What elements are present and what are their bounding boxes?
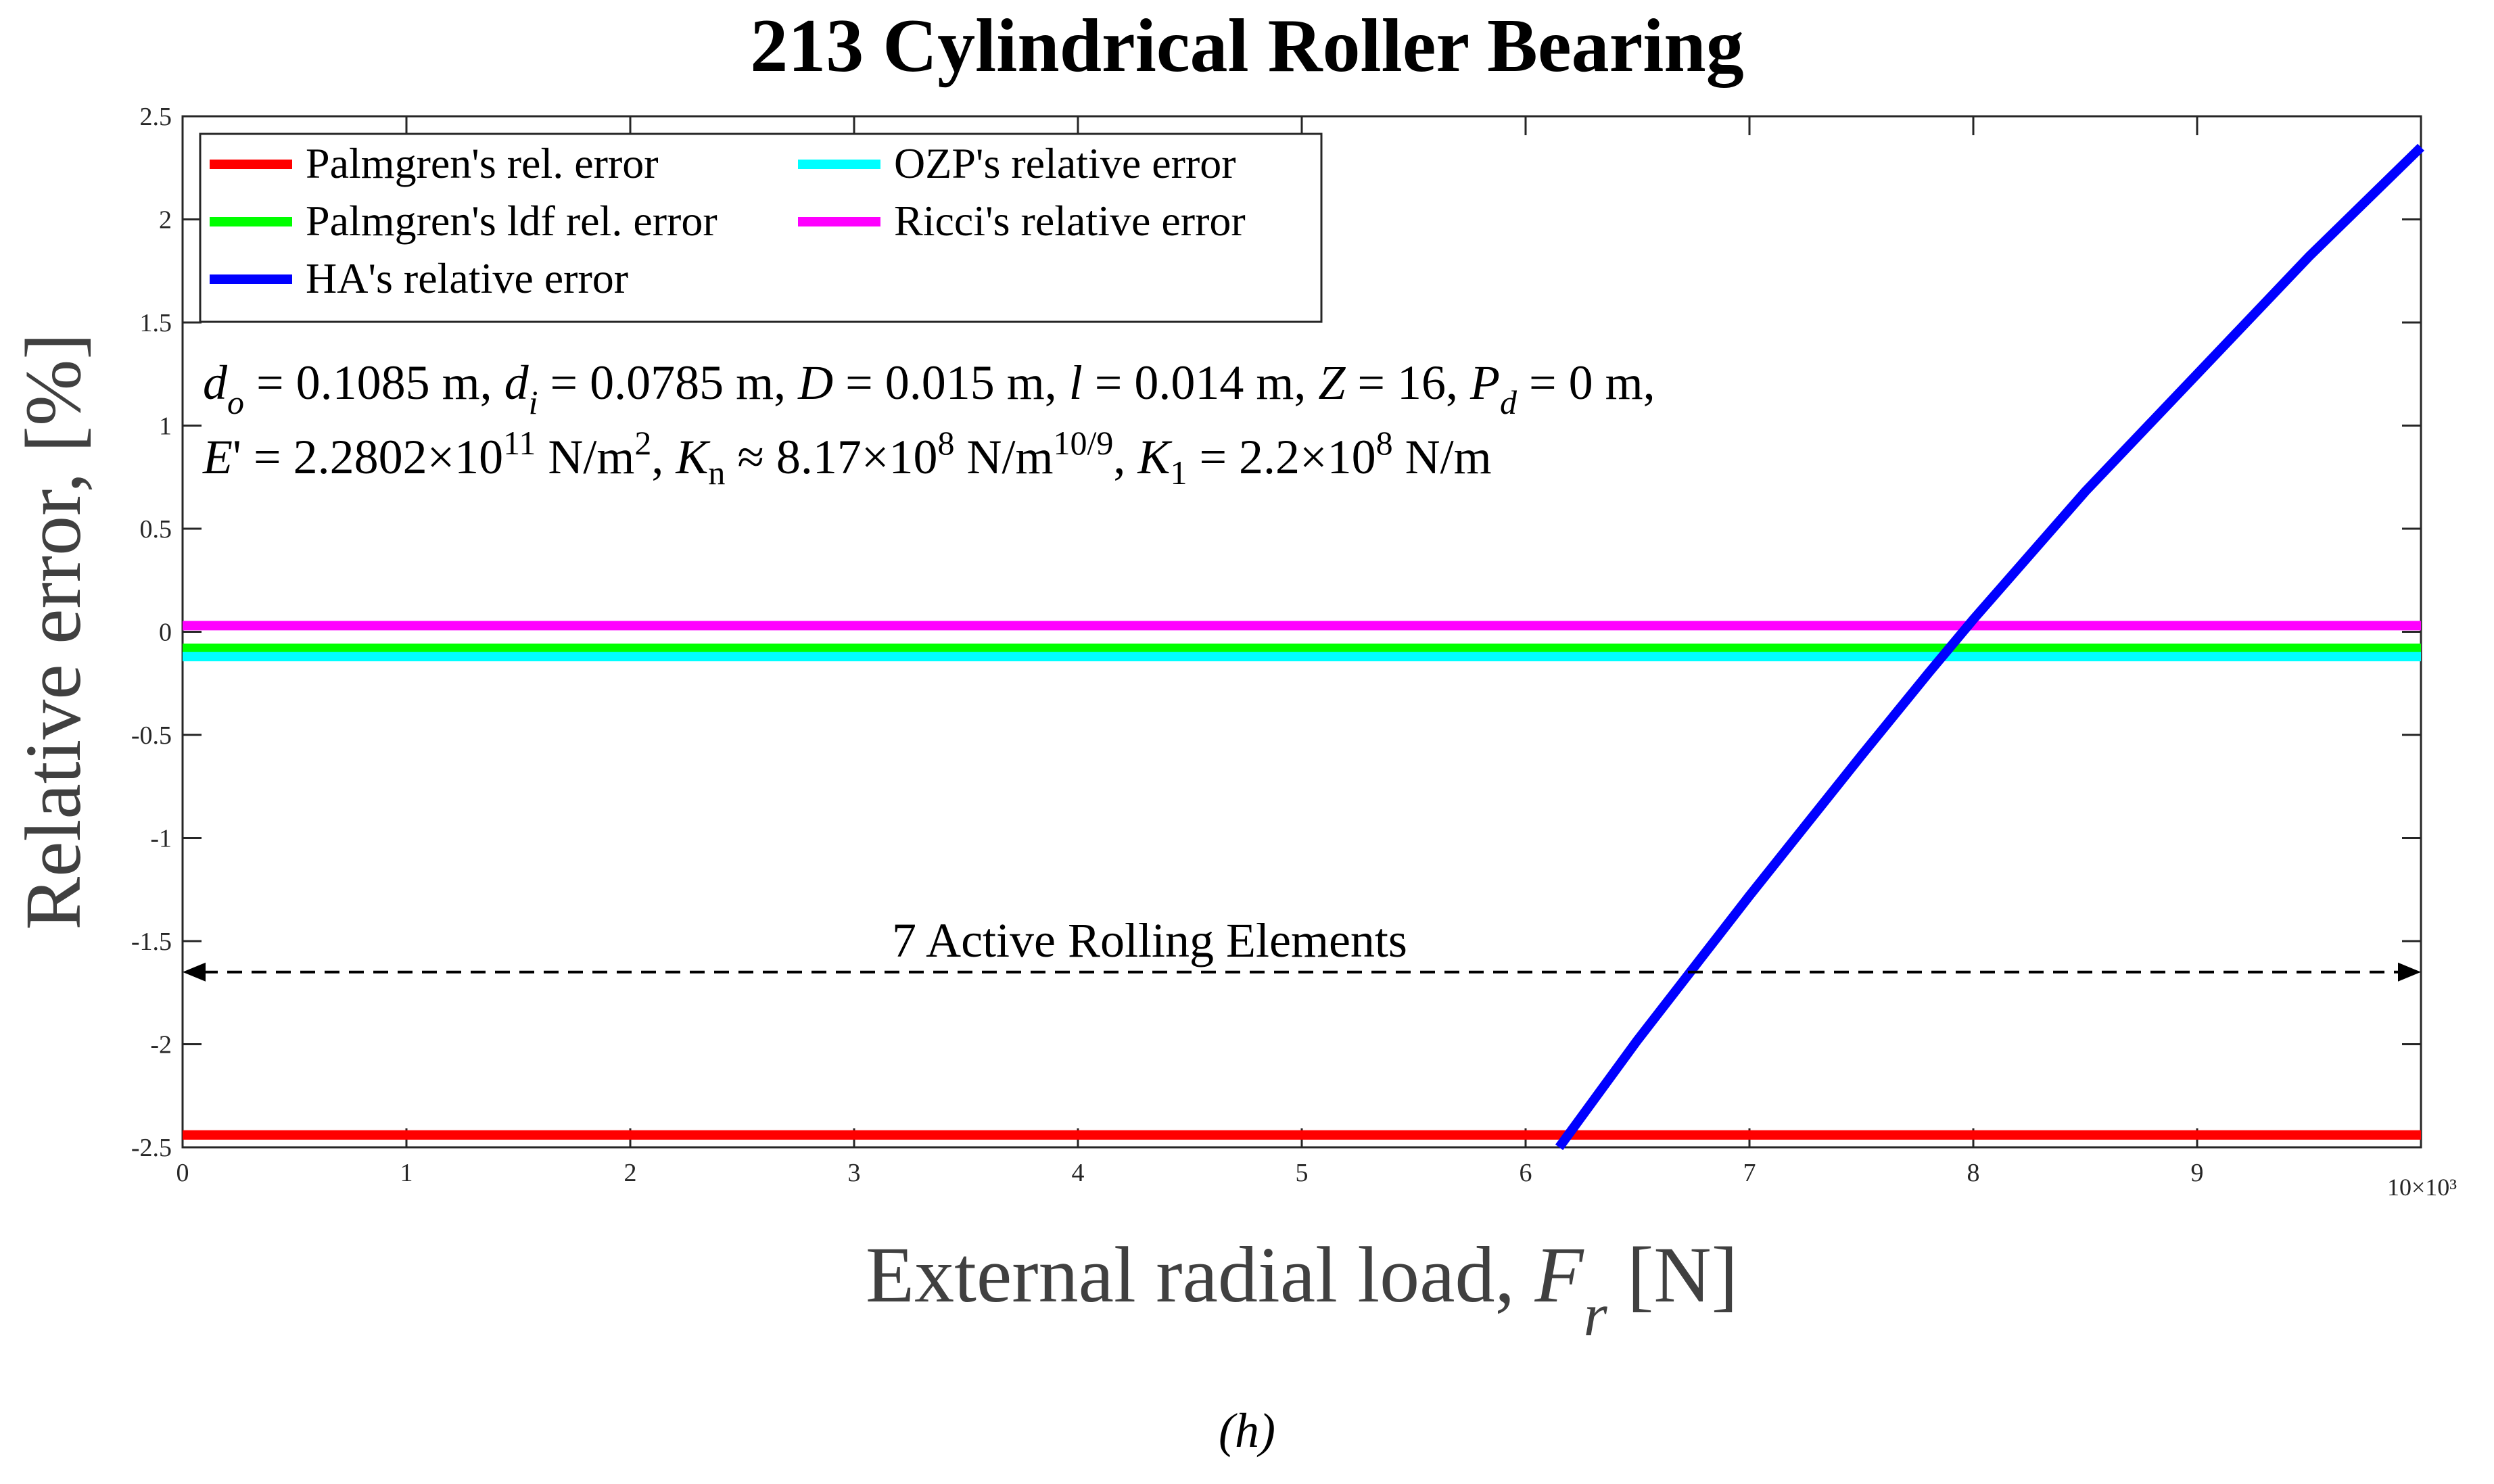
arrowhead-left xyxy=(183,962,206,982)
y-tick-label: -2 xyxy=(150,1031,172,1059)
y-tick-label: 1 xyxy=(159,412,172,441)
legend: Palmgren's rel. error Palmgren's ldf rel.… xyxy=(199,133,1323,323)
active-elements-label: 7 Active Rolling Elements xyxy=(892,913,1407,967)
y-tick-label: -0.5 xyxy=(131,721,172,750)
params-line-2: E' = 2.2802×1011 N/m2, Kn ≈ 8.17×108 N/m… xyxy=(202,424,1492,492)
series-line-2 xyxy=(1555,143,2424,1151)
y-tick-label: -2.5 xyxy=(131,1134,172,1162)
legend-label-0: Palmgren's rel. error xyxy=(306,139,659,187)
x-tick-label: 0 xyxy=(177,1159,189,1187)
y-tick-label: 1.5 xyxy=(140,309,172,337)
y-tick-label: 0 xyxy=(159,619,172,647)
series-lines xyxy=(183,143,2424,1151)
x-tick-label: 8 xyxy=(1967,1159,1980,1187)
y-axis-ticks: -2.5 -2 -1.5 -1 -0.5 0 0.5 1 1.5 2 2.5 xyxy=(131,103,2421,1162)
x-tick-label: 7 xyxy=(1743,1159,1756,1187)
legend-label-1: Palmgren's ldf rel. error xyxy=(306,197,717,245)
x-tick-label: 4 xyxy=(1072,1159,1085,1187)
legend-label-3: OZP's relative error xyxy=(894,139,1236,187)
y-tick-label: 0.5 xyxy=(140,515,172,544)
y-tick-label: 2 xyxy=(159,206,172,235)
legend-box xyxy=(199,133,1323,323)
x-axis-label: External radial load, Fr [N] xyxy=(866,1230,1738,1349)
x-tick-label: 9 xyxy=(2191,1159,2204,1187)
arrowhead-right xyxy=(2398,962,2421,982)
x-tick-label: 6 xyxy=(1520,1159,1532,1187)
x-axis-exponent-label: 10×10³ xyxy=(2387,1174,2457,1201)
params-line-1: do = 0.1085 m, di = 0.0785 m, D = 0.015 … xyxy=(203,356,1655,421)
legend-label-2: HA's relative error xyxy=(306,254,628,302)
x-tick-label: 5 xyxy=(1296,1159,1309,1187)
y-tick-label: -1 xyxy=(150,825,172,853)
y-tick-label: 2.5 xyxy=(140,103,172,131)
x-tick-label: 2 xyxy=(624,1159,637,1187)
chart-title: 213 Cylindrical Roller Bearing xyxy=(750,4,1743,88)
x-tick-label: 3 xyxy=(848,1159,861,1187)
legend-label-4: Ricci's relative error xyxy=(894,197,1246,245)
panel-label: (h) xyxy=(1219,1404,1275,1458)
active-elements-annotation: 7 Active Rolling Elements xyxy=(183,913,2421,982)
y-tick-label: -1.5 xyxy=(131,928,172,956)
y-axis-label: Relative error, [%] xyxy=(9,333,97,930)
x-tick-label: 1 xyxy=(400,1159,413,1187)
